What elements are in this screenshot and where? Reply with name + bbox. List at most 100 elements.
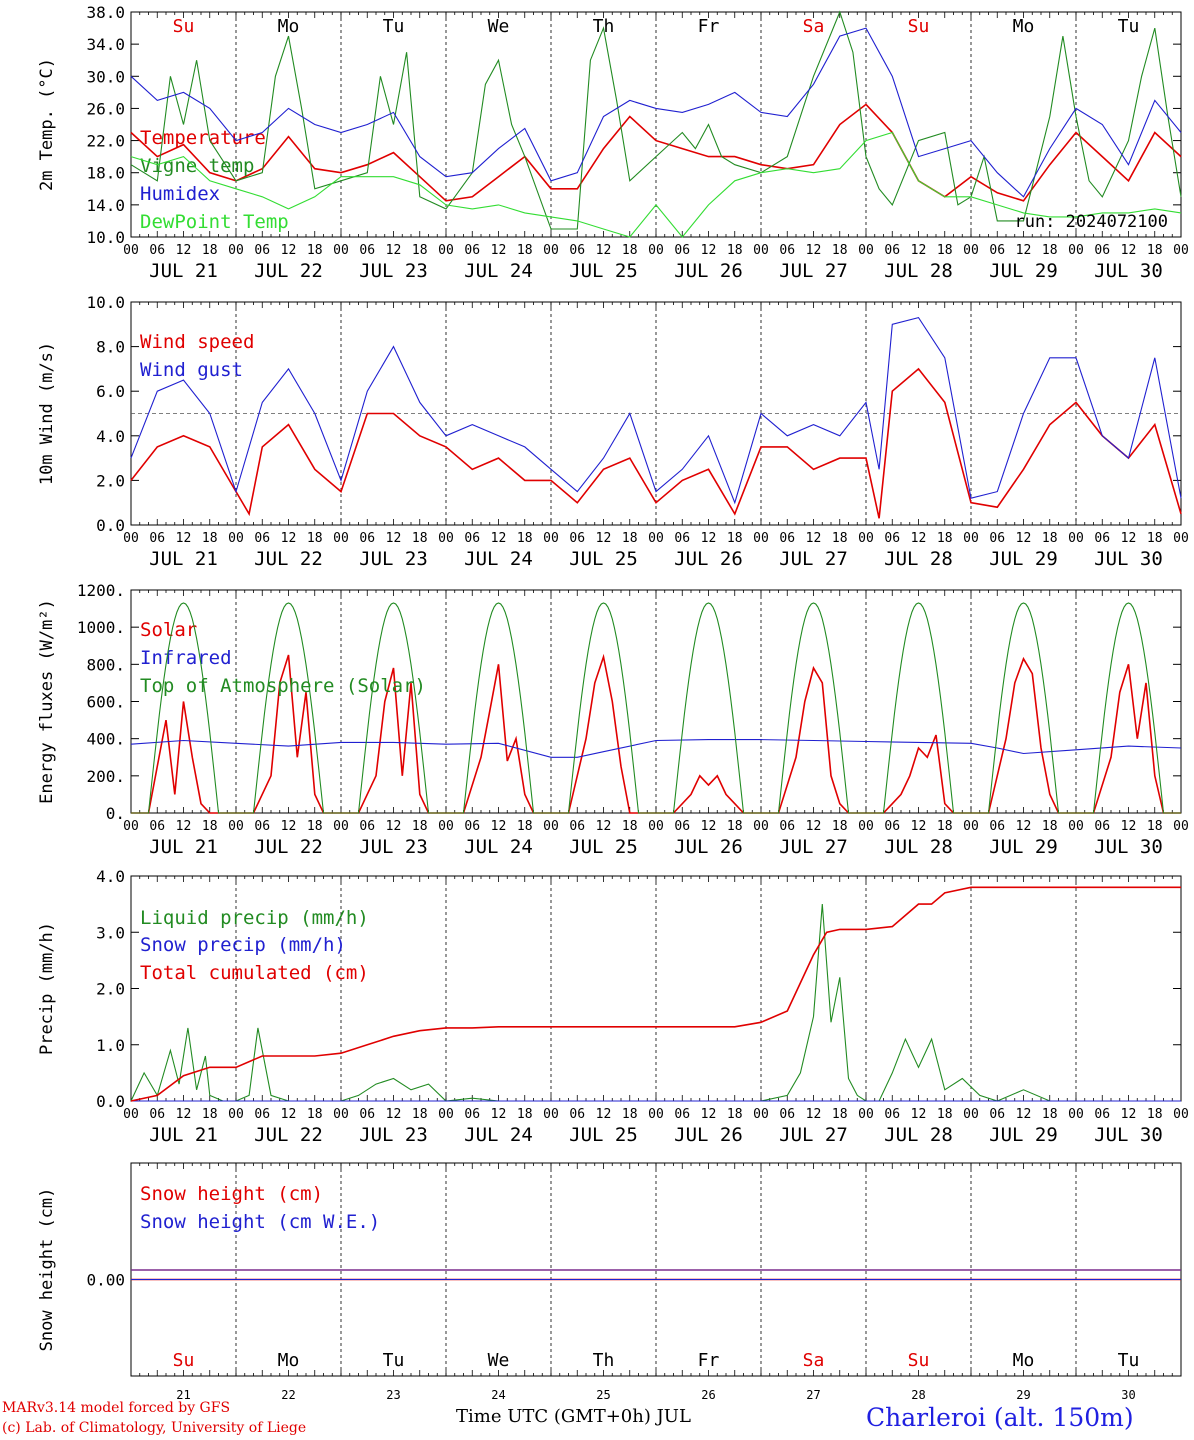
series-top-of-atmosphere-solar- (131, 602, 1181, 814)
hour-label: 12 (281, 531, 297, 546)
y-tick-label: 0.0 (96, 516, 125, 535)
hour-label: 18 (622, 819, 638, 834)
hour-label: 06 (884, 819, 900, 834)
date-label: JUL 29 (989, 548, 1058, 570)
hour-label: 12 (176, 819, 192, 834)
weekday-label: Fr (698, 16, 720, 37)
hour-label: 12 (701, 243, 717, 258)
hour-label: 06 (1094, 243, 1110, 258)
panel-3: 0. 200. 400. 600. 800. 1000. 1200. Energy fluxe… (37, 581, 1189, 858)
hour-label: 12 (491, 819, 507, 834)
weekday-label: Sa (803, 16, 825, 37)
hour-label: 12 (701, 531, 717, 546)
legend-entry: Infrared (140, 647, 232, 669)
hour-label: 12 (176, 1107, 192, 1122)
series-wind-speed (130, 367, 1182, 519)
day-number: 21 (176, 1388, 190, 1402)
date-label: JUL 23 (359, 260, 428, 282)
hour-label: 00 (753, 531, 769, 546)
hour-label: 18 (307, 1107, 323, 1122)
panel-frame (130, 11, 1182, 238)
series-dewpoint-temp (130, 131, 1182, 238)
weekday-label: Mo (278, 16, 300, 37)
run-label: run: 2024072100 (1014, 212, 1168, 232)
hour-label: 06 (359, 243, 375, 258)
hour-label: 00 (438, 1107, 454, 1122)
hour-label: 00 (123, 243, 139, 258)
day-number: 24 (491, 1388, 505, 1402)
series-temperature (130, 103, 1182, 202)
date-label: JUL 26 (674, 836, 743, 858)
day-number: 30 (1121, 1388, 1135, 1402)
hour-label: 12 (386, 819, 402, 834)
hour-label: 18 (412, 1107, 428, 1122)
hour-label: 00 (1068, 819, 1084, 834)
hour-label: 18 (622, 531, 638, 546)
hour-label: 12 (1016, 531, 1032, 546)
date-label: JUL 25 (569, 260, 638, 282)
y-axis-label: 2m Temp. (°C) (37, 58, 57, 191)
date-label: JUL 28 (884, 836, 953, 858)
hour-label: 12 (701, 1107, 717, 1122)
hour-label: 12 (911, 243, 927, 258)
hour-label: 18 (727, 531, 743, 546)
weekday-label: Tu (1118, 1350, 1140, 1371)
hour-label: 06 (989, 819, 1005, 834)
y-axis-label: Precip (mm/h) (37, 922, 57, 1055)
date-label: JUL 29 (989, 1124, 1058, 1146)
hour-label: 06 (569, 819, 585, 834)
y-tick-label: 0. (106, 804, 125, 823)
hour-label: 06 (1094, 531, 1110, 546)
date-label: JUL 21 (149, 548, 218, 570)
hour-label: 18 (937, 243, 953, 258)
legend-entry: Snow height (cm W.E.) (140, 1211, 380, 1233)
hour-label: 18 (622, 1107, 638, 1122)
hour-label: 00 (228, 1107, 244, 1122)
date-label: JUL 22 (254, 1124, 323, 1146)
hour-label: 00 (1173, 1107, 1189, 1122)
hour-label: 18 (202, 1107, 218, 1122)
date-label: JUL 23 (359, 548, 428, 570)
hour-label: 18 (727, 819, 743, 834)
hour-label: 00 (123, 819, 139, 834)
hour-label: 06 (1094, 819, 1110, 834)
hour-label: 00 (1068, 1107, 1084, 1122)
hour-label: 00 (963, 531, 979, 546)
hour-label: 00 (753, 243, 769, 258)
hour-label: 06 (254, 1107, 270, 1122)
hour-label: 00 (543, 819, 559, 834)
hour-label: 12 (596, 819, 612, 834)
hour-label: 00 (438, 243, 454, 258)
weekday-label: Su (173, 1350, 195, 1371)
y-tick-label: 600. (86, 693, 125, 712)
hour-label: 00 (228, 243, 244, 258)
date-label: JUL 25 (569, 836, 638, 858)
weekday-label: Fr (698, 1350, 720, 1371)
series-humidex (130, 27, 1182, 198)
day-number: 29 (1016, 1388, 1030, 1402)
date-label: JUL 22 (254, 260, 323, 282)
legend-entry: Vigne temp (140, 155, 254, 177)
hour-label: 00 (648, 243, 664, 258)
hour-label: 18 (1147, 819, 1163, 834)
date-label: JUL 29 (989, 260, 1058, 282)
date-label: JUL 26 (674, 260, 743, 282)
legend-entry: Wind gust (140, 359, 243, 381)
weekday-label: Su (908, 16, 930, 37)
date-label: JUL 26 (674, 548, 743, 570)
hour-label: 00 (648, 531, 664, 546)
hour-label: 06 (989, 243, 1005, 258)
hour-label: 00 (543, 531, 559, 546)
hour-label: 00 (333, 819, 349, 834)
date-label: JUL 27 (779, 836, 848, 858)
date-label: JUL 28 (884, 260, 953, 282)
hour-label: 18 (832, 1107, 848, 1122)
hour-label: 00 (648, 819, 664, 834)
hour-label: 12 (281, 1107, 297, 1122)
hour-label: 18 (1042, 819, 1058, 834)
hour-label: 18 (832, 243, 848, 258)
hour-label: 18 (1042, 243, 1058, 258)
hour-label: 12 (491, 531, 507, 546)
legend-entry: Total cumulated (cm) (140, 962, 369, 984)
hour-label: 00 (858, 531, 874, 546)
